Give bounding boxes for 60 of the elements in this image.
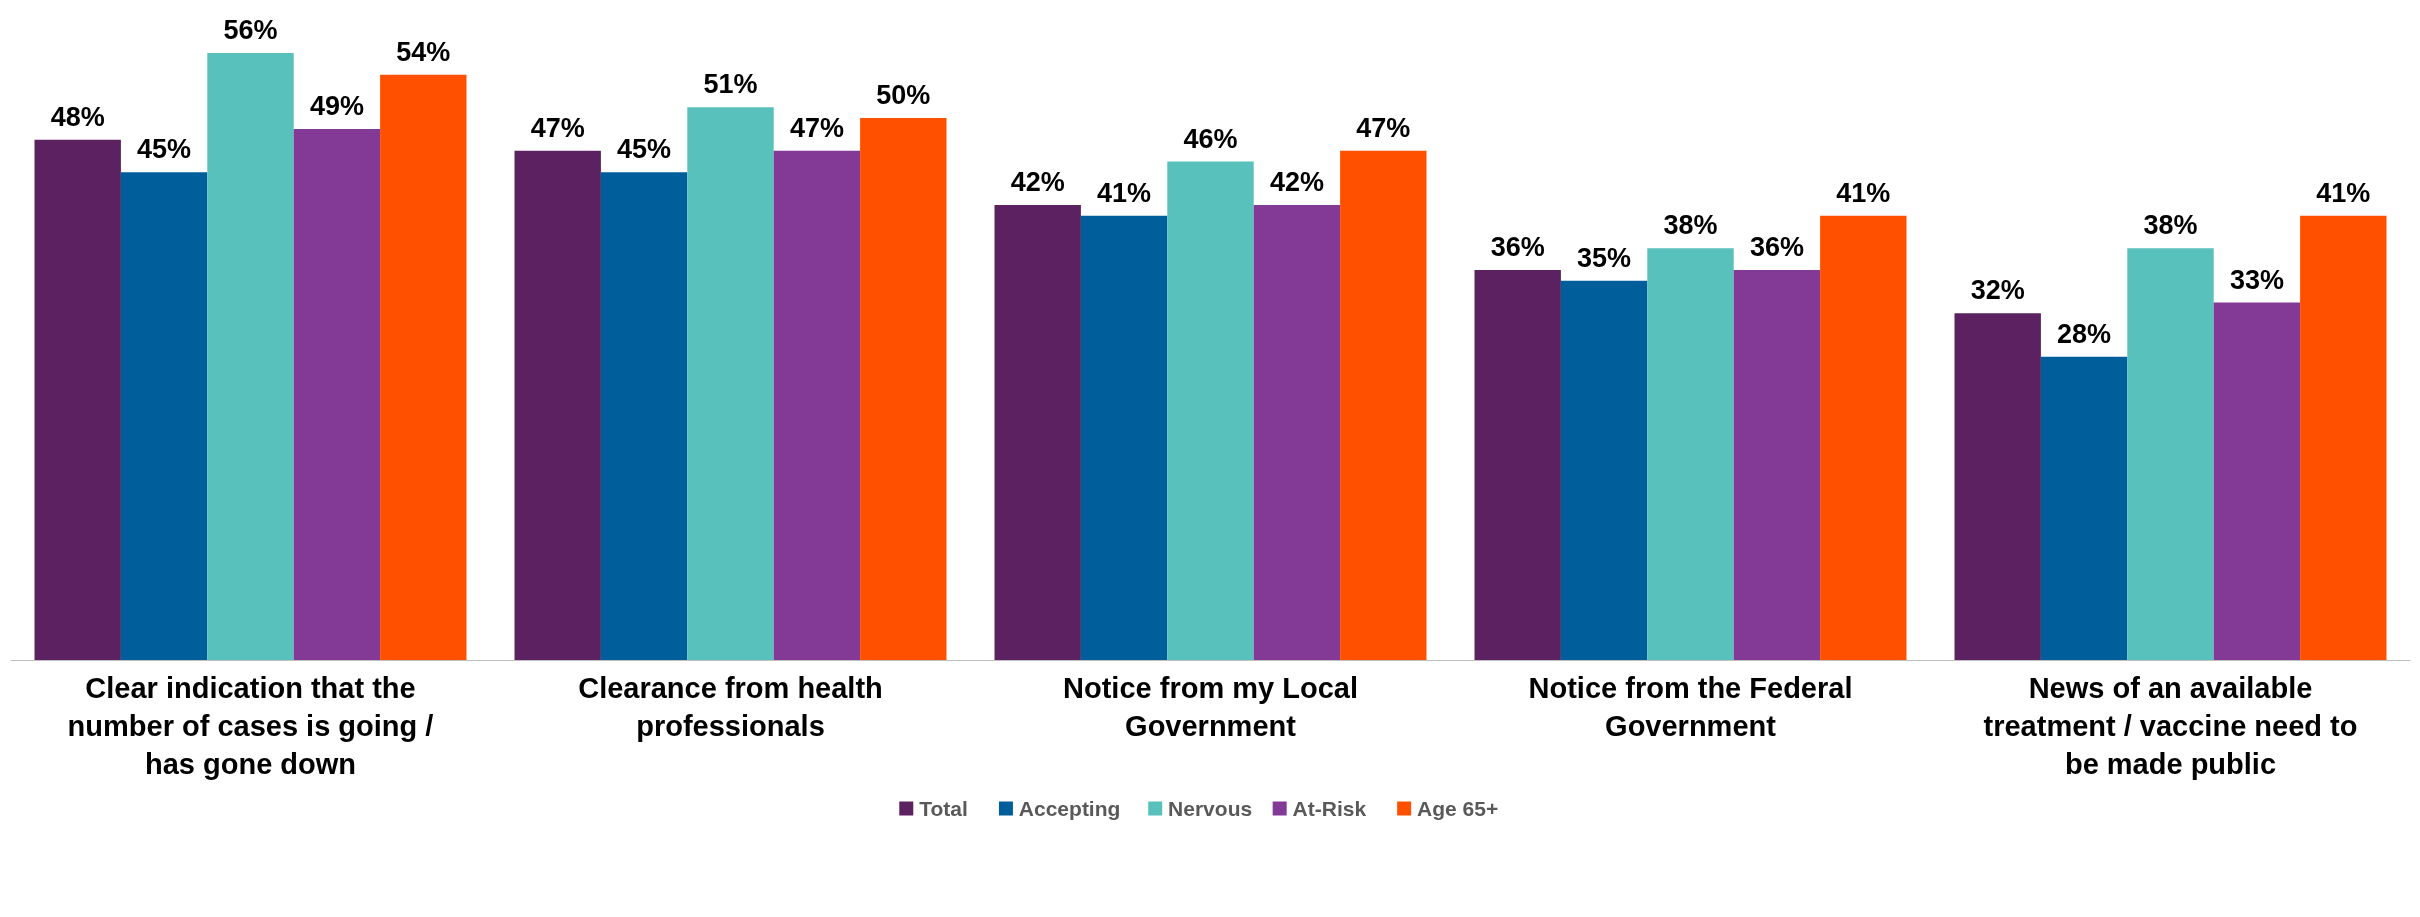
bar <box>207 53 294 661</box>
bar <box>1340 150 1427 661</box>
bar <box>1560 280 1648 661</box>
x-tick-label: Notice from the Federal Government <box>1528 671 1853 742</box>
bar <box>1954 313 2041 661</box>
legend-label: Age 65+ <box>1417 797 1499 820</box>
data-label: 50% <box>876 80 931 111</box>
data-label: 54% <box>396 36 451 67</box>
data-label: 42% <box>1010 166 1065 197</box>
data-label: 49% <box>309 90 364 121</box>
data-label: 45% <box>617 134 672 165</box>
bar <box>120 172 208 661</box>
bar <box>994 204 1081 661</box>
bar <box>514 150 601 661</box>
data-label: 28% <box>2057 318 2112 349</box>
data-label: 33% <box>2229 264 2284 295</box>
data-label: 47% <box>1356 112 1411 143</box>
data-label: 36% <box>1490 231 1545 262</box>
data-label: 38% <box>2143 210 2198 241</box>
bar <box>2127 248 2214 661</box>
bar <box>1733 269 1821 661</box>
bar <box>2300 215 2387 661</box>
data-label: 47% <box>530 112 585 143</box>
bar <box>773 150 861 661</box>
legend-label: Total <box>919 797 968 820</box>
bar <box>600 172 688 661</box>
bar <box>2040 356 2128 661</box>
bar <box>1167 161 1254 661</box>
x-tick-label: News of an available treatment / vaccine need to be made public <box>1983 671 2358 781</box>
data-label: 45% <box>137 134 192 165</box>
data-label: 47% <box>789 112 844 143</box>
data-label: 41% <box>2316 177 2371 208</box>
x-tick-label: Clearance from health professionals <box>578 671 883 742</box>
bar <box>860 118 947 661</box>
bar <box>1647 248 1734 661</box>
legend-label: At-Risk <box>1292 797 1367 820</box>
data-label: 42% <box>1269 166 1324 197</box>
data-label: 41% <box>1836 177 1891 208</box>
data-label: 36% <box>1749 231 1804 262</box>
bar <box>380 74 467 661</box>
data-label: 32% <box>1970 275 2025 306</box>
bar <box>687 107 774 661</box>
bar <box>34 139 121 661</box>
bar <box>2213 302 2301 661</box>
data-label: 41% <box>1097 177 1152 208</box>
bar <box>1820 215 1907 661</box>
bar <box>1080 215 1168 661</box>
data-label: 48% <box>50 101 105 132</box>
data-label: 51% <box>703 69 758 100</box>
data-label: 56% <box>223 15 278 46</box>
legend-label: Nervous <box>1168 797 1253 820</box>
data-label: 46% <box>1183 123 1238 154</box>
x-tick-label: Notice from my Local Government <box>1063 671 1358 742</box>
legend-label: Accepting <box>1018 797 1121 820</box>
bar <box>1474 269 1561 661</box>
x-tick-label: Clear indication that the number of cases is going / has gone down <box>67 671 434 781</box>
data-label: 35% <box>1577 242 1632 273</box>
bar <box>293 128 381 661</box>
data-label: 38% <box>1663 210 1718 241</box>
bar <box>1253 204 1341 661</box>
